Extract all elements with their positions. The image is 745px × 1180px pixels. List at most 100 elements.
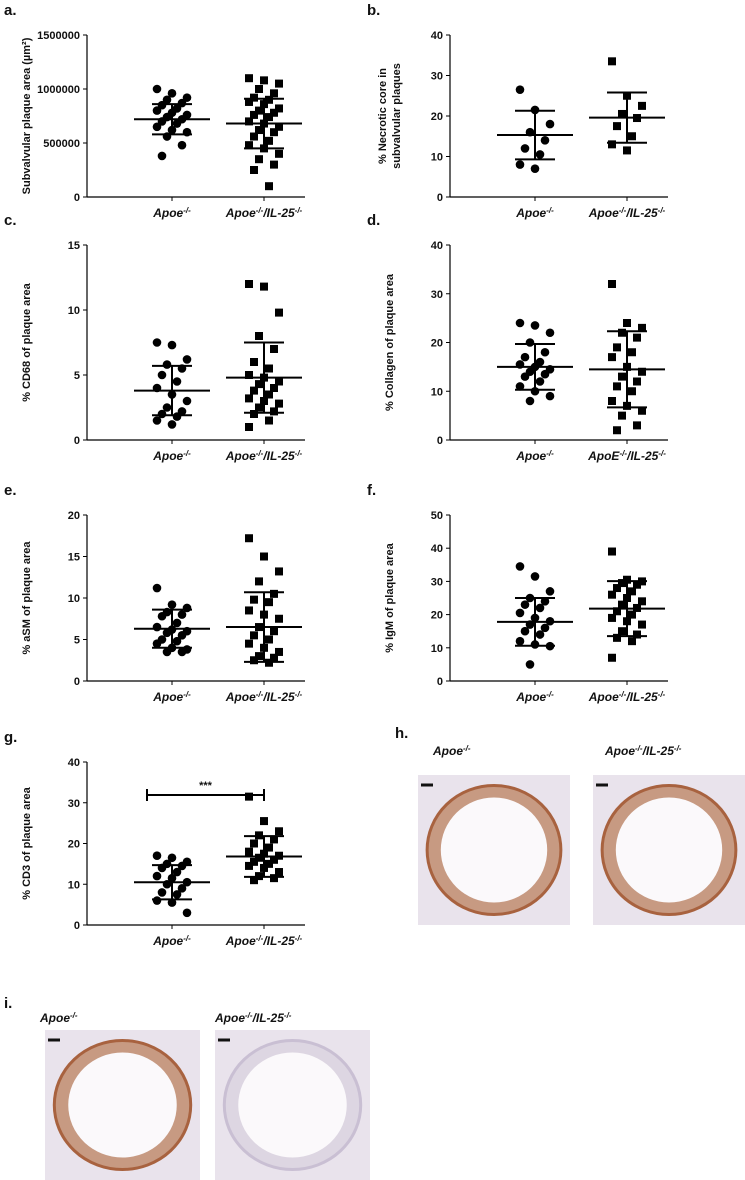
- data-point: [270, 855, 278, 864]
- x-tick-label: Apoe-/-/IL-25-/-: [588, 690, 666, 705]
- data-point: [613, 382, 621, 391]
- data-point: [172, 618, 182, 628]
- data-point: [275, 614, 283, 623]
- data-point: [515, 85, 525, 94]
- panel-label: c.: [4, 212, 17, 229]
- data-point: [623, 146, 631, 155]
- x-tick-label: Apoe-/-: [515, 449, 554, 464]
- panel-label: b.: [367, 2, 380, 19]
- data-point: [152, 122, 162, 132]
- x-tick-label: Apoe-/-: [515, 206, 554, 221]
- data-point: [162, 95, 172, 105]
- y-tick-label: 50: [431, 510, 443, 522]
- data-point: [255, 380, 263, 389]
- data-point: [260, 552, 268, 561]
- x-tick-label: Apoe-/-: [152, 449, 191, 464]
- data-point: [275, 377, 283, 386]
- superscript: -/-: [295, 206, 303, 215]
- data-point: [265, 635, 273, 644]
- vessel-lumen: [238, 1052, 347, 1158]
- x-tick-label: Apoe-/-/IL-25-/-: [225, 449, 303, 464]
- label-part: Apoe: [588, 206, 619, 220]
- data-point: [172, 890, 182, 899]
- data-point: [245, 861, 253, 870]
- data-point: [613, 343, 621, 352]
- data-point: [608, 613, 616, 622]
- data-point: [270, 407, 278, 416]
- data-point: [270, 345, 278, 353]
- data-point: [162, 647, 172, 657]
- data-point: [275, 868, 283, 877]
- data-point: [177, 884, 187, 893]
- label-part: /IL-25: [625, 690, 658, 704]
- y-axis-label: % CD68 of plaque area: [21, 282, 33, 401]
- label-part: /IL-25: [262, 449, 295, 463]
- superscript: -/-: [245, 1011, 253, 1020]
- data-point: [162, 360, 172, 369]
- data-point: [270, 835, 278, 844]
- y-tick-label: 20: [68, 510, 80, 522]
- data-point: [633, 377, 641, 386]
- data-point: [162, 628, 172, 638]
- data-point: [270, 627, 278, 636]
- data-point: [265, 843, 273, 852]
- data-point: [265, 390, 273, 399]
- data-point: [633, 630, 641, 639]
- data-point: [250, 656, 258, 665]
- data-point: [260, 76, 268, 85]
- data-point: [530, 321, 540, 330]
- data-point: [245, 74, 253, 83]
- data-point: [618, 109, 626, 118]
- y-axis-label: % IgM of plaque area: [384, 542, 396, 652]
- data-point: [613, 122, 621, 131]
- image-caption: Apoe-/-: [39, 1011, 78, 1026]
- data-point: [628, 387, 636, 396]
- data-point: [633, 421, 641, 430]
- data-point: [628, 348, 636, 357]
- y-tick-label: 15: [68, 552, 80, 564]
- data-point: [618, 600, 626, 609]
- data-point: [275, 308, 283, 317]
- data-point: [540, 623, 550, 633]
- data-point: [167, 600, 177, 609]
- y-tick-label: 0: [74, 435, 80, 447]
- data-point: [172, 867, 182, 877]
- data-point: [618, 411, 626, 420]
- label-part: Apoe: [225, 449, 256, 463]
- image-caption: Apoe-/-: [432, 744, 471, 759]
- data-point: [520, 144, 530, 153]
- data-point: [172, 412, 182, 421]
- data-point: [182, 93, 192, 102]
- y-tick-label: 30: [431, 71, 443, 83]
- label-part: Apoe: [515, 206, 546, 220]
- label-part: Apoe: [225, 934, 256, 948]
- data-point: [270, 653, 278, 662]
- y-tick-label: 10: [68, 305, 80, 317]
- data-point: [275, 399, 283, 408]
- data-point: [540, 347, 550, 357]
- superscript: -/-: [256, 690, 264, 699]
- data-point: [265, 95, 273, 104]
- superscript: -/-: [295, 934, 303, 943]
- x-tick-label: Apoe-/-/IL-25-/-: [225, 206, 303, 221]
- data-point: [540, 369, 550, 379]
- data-point: [167, 853, 177, 863]
- data-point: [245, 606, 253, 615]
- y-axis-label: subvalvular plaques: [391, 63, 403, 169]
- label-part: /IL-25: [262, 934, 295, 948]
- data-point: [628, 587, 636, 596]
- y-tick-label: 0: [437, 192, 443, 204]
- data-point: [520, 600, 530, 609]
- data-point: [255, 403, 263, 412]
- data-point: [628, 610, 636, 619]
- superscript: -/-: [619, 206, 627, 215]
- data-point: [535, 377, 545, 386]
- superscript: -/-: [658, 449, 666, 458]
- superscript: -/-: [183, 206, 191, 215]
- data-point: [152, 639, 162, 648]
- data-point: [177, 140, 187, 150]
- data-point: [623, 575, 631, 584]
- y-tick-label: 40: [431, 543, 443, 555]
- data-point: [152, 84, 162, 94]
- data-point: [270, 874, 278, 883]
